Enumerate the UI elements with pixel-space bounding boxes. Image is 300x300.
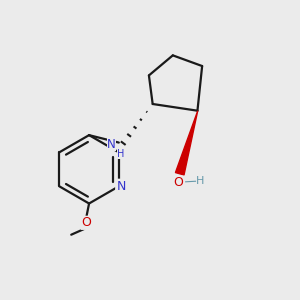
Text: O: O — [81, 216, 91, 229]
Polygon shape — [176, 111, 198, 175]
Text: H: H — [117, 148, 125, 158]
Text: N: N — [116, 180, 126, 193]
Text: O: O — [173, 176, 183, 189]
Text: H: H — [196, 176, 205, 186]
Text: N: N — [107, 138, 116, 151]
